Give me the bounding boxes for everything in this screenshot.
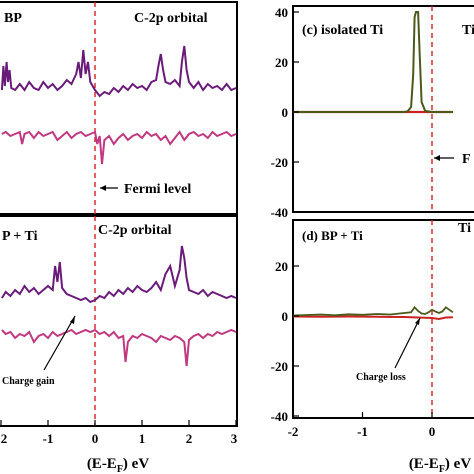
fermi-label: F	[462, 152, 471, 167]
y-tick-label: -40	[271, 409, 288, 424]
y-tick-label: 0	[282, 105, 289, 120]
x-tick-label: 2	[1, 431, 8, 446]
charge-gain-arrow	[43, 315, 76, 371]
y-tick-label: -20	[271, 359, 288, 374]
x-axis-label: (E-EF) eV	[409, 456, 472, 474]
series-spin-up	[1, 245, 237, 304]
fermi-arrow-head	[434, 155, 440, 161]
y-tick-label: 40	[275, 5, 288, 20]
y-tick-label: 20	[275, 259, 288, 274]
charge-gain-label: Charge gain	[2, 376, 55, 387]
x-tick-label: -1	[357, 424, 368, 439]
series-spin-up	[292, 305, 454, 317]
panel-isolated-ti: 40 20 0 -20 -40 (c) isolated Ti Ti F	[271, 5, 474, 220]
fermi-label: Fermi level	[124, 182, 191, 197]
x-ticks: 2 -1 0 1 2 3	[0, 420, 238, 446]
y-tick-label: 0	[282, 309, 289, 324]
panel-label: (d) BP + Ti	[302, 228, 363, 243]
orbital-annotation: C-2p orbital	[134, 11, 208, 26]
series-spin-down	[1, 130, 237, 165]
charge-gain-arrow-head	[70, 316, 75, 324]
x-axis-label: (E-EF) eV	[87, 456, 150, 474]
panel-label: (c) isolated Ti	[302, 23, 383, 38]
y-tick-label: -20	[271, 155, 288, 170]
y-ticks: 40 20 0 -20 -40	[271, 5, 299, 220]
panel-frame	[292, 219, 474, 419]
panel-label: BP	[4, 11, 22, 26]
series-spin-up	[293, 11, 453, 113]
y-tick-label: -40	[271, 205, 288, 220]
series-spin-down	[292, 315, 453, 321]
x-tick-label: -1	[43, 431, 54, 446]
panel-frame	[292, 5, 474, 213]
x-ticks: -2 -1 0	[288, 412, 436, 439]
panel-bpti-ti: 20 0 -20 -40 -2 -1 0 (d) BP + Ti Ti Charge lo…	[271, 219, 474, 474]
panel-frame	[0, 215, 238, 427]
series-spin-down	[1, 328, 237, 367]
charge-loss-arrow	[394, 317, 421, 369]
fermi-arrow-head	[100, 185, 106, 191]
y-ticks: 20 0 -20 -40	[271, 259, 299, 424]
x-tick-label: 1	[139, 431, 146, 446]
panel-frame	[0, 1, 238, 215]
panel-bp-c2p: BP C-2p orbital Fermi level	[0, 1, 238, 215]
orbital-annotation: Ti	[462, 23, 474, 38]
orbital-annotation: C-2p orbital	[98, 223, 172, 238]
x-tick-label: -2	[288, 424, 299, 439]
x-tick-label: 3	[231, 431, 238, 446]
series-spin-up	[0, 45, 237, 98]
charge-loss-arrow-head	[415, 318, 420, 325]
x-tick-label: 0	[92, 431, 99, 446]
panel-bpti-c2p: P + Ti C-2p orbital Charge gain 2 -1 0 1 2 3 …	[0, 215, 238, 474]
x-tick-label: 2	[186, 431, 193, 446]
x-tick-label: 0	[429, 424, 436, 439]
charge-loss-label: Charge loss	[356, 372, 406, 383]
y-tick-label: 20	[275, 55, 288, 70]
panel-label: P + Ti	[2, 229, 38, 244]
orbital-annotation: Ti	[458, 221, 471, 236]
